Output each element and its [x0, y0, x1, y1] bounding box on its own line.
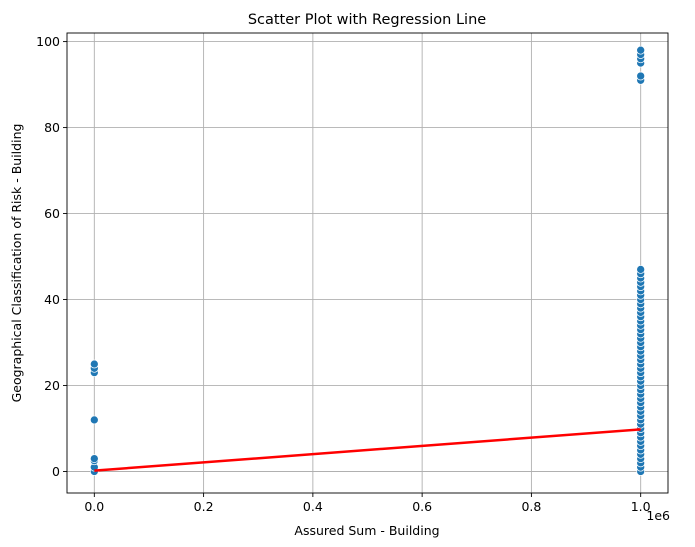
scatter-point	[89, 415, 99, 425]
regression-line-layer	[94, 428, 641, 472]
y-axis-label: Geographical Classification of Risk - Bu…	[9, 124, 24, 403]
plot-frame	[66, 32, 669, 494]
y-tick-label: 60	[44, 206, 60, 221]
scatter-point	[636, 265, 646, 274]
x-tick-label: 0.0	[84, 499, 104, 514]
regression-line	[94, 428, 641, 472]
axis-ticks: 0.0 0.2 0.4 0.6 0.8 1.0 0 20 40 60 80 100	[36, 34, 651, 514]
x-tick-label: 0.8	[521, 499, 541, 514]
y-tick-label: 80	[44, 120, 60, 135]
scatter-points	[89, 45, 646, 476]
y-tick-label: 0	[52, 464, 60, 479]
x-tick-label: 0.6	[412, 499, 432, 514]
y-tick-label: 100	[36, 34, 60, 49]
grid-lines	[67, 33, 668, 493]
scatter-point	[89, 454, 99, 463]
scatter-point	[89, 359, 99, 369]
scatter-point	[636, 71, 646, 81]
x-axis-label: Assured Sum - Building	[294, 523, 439, 538]
x-offset-label: 1e6	[646, 508, 670, 523]
y-tick-label: 40	[44, 292, 60, 307]
scatter-point	[636, 45, 646, 55]
x-tick-label: 0.4	[303, 499, 323, 514]
x-tick-label: 1.0	[631, 499, 651, 514]
y-tick-label: 20	[44, 378, 60, 393]
chart-title: Scatter Plot with Regression Line	[248, 12, 486, 28]
x-tick-label: 0.2	[194, 499, 214, 514]
